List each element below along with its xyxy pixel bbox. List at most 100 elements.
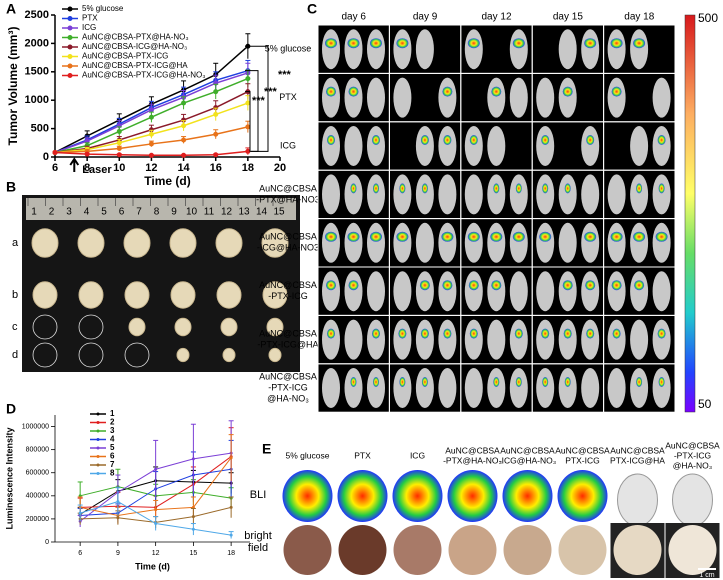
signal bbox=[396, 231, 409, 242]
mouse bbox=[536, 271, 555, 312]
mouse bbox=[581, 29, 600, 70]
x-tick-label: 15 bbox=[189, 550, 197, 557]
y-tick-label: 2500 bbox=[25, 9, 49, 21]
mouse bbox=[344, 126, 363, 166]
colorbar bbox=[684, 14, 696, 413]
mouse bbox=[487, 126, 506, 166]
ruler bbox=[26, 198, 296, 220]
label-line: 5% glucose bbox=[286, 450, 330, 460]
signal bbox=[585, 280, 596, 291]
colorbar-label: 50 bbox=[698, 397, 712, 411]
signal bbox=[469, 328, 478, 339]
signal bbox=[421, 183, 428, 194]
point bbox=[52, 149, 58, 155]
mouse bbox=[322, 29, 340, 70]
x-tick-label: 16 bbox=[210, 162, 222, 174]
signal bbox=[634, 280, 645, 291]
legend-marker bbox=[96, 429, 100, 433]
significance: *** bbox=[278, 69, 292, 81]
mouse bbox=[344, 174, 363, 215]
mouse bbox=[487, 174, 506, 215]
signal bbox=[636, 377, 643, 387]
y-tick-label: 2000 bbox=[25, 37, 49, 49]
point bbox=[148, 141, 154, 147]
signal bbox=[348, 280, 359, 291]
signal bbox=[493, 377, 500, 387]
x-tick-label: 9 bbox=[116, 550, 120, 557]
x-tick-label: 18 bbox=[242, 162, 254, 174]
signal bbox=[326, 86, 336, 97]
mouse bbox=[415, 368, 434, 408]
legend-label: 6 bbox=[110, 452, 115, 461]
signal bbox=[658, 183, 665, 194]
mouse bbox=[607, 77, 626, 118]
day-label: day 15 bbox=[553, 12, 583, 23]
mouse bbox=[652, 271, 671, 312]
point bbox=[245, 148, 251, 154]
ruler-number: 12 bbox=[221, 207, 233, 218]
signal bbox=[399, 183, 406, 194]
panel-label: D bbox=[6, 401, 16, 417]
mouse bbox=[438, 126, 457, 166]
signal bbox=[542, 377, 549, 387]
label-line: PTX-ICG bbox=[565, 455, 599, 465]
mouse bbox=[652, 319, 671, 360]
signal bbox=[421, 377, 428, 387]
signal bbox=[633, 38, 646, 49]
ruler-number: 13 bbox=[238, 207, 250, 218]
empty-circle bbox=[78, 342, 104, 368]
signal bbox=[443, 328, 452, 339]
mouse bbox=[630, 174, 649, 215]
signal bbox=[396, 38, 409, 49]
mouse bbox=[344, 29, 363, 70]
signal bbox=[347, 38, 360, 49]
signal bbox=[398, 328, 407, 339]
label-line: AuNC@CBSA bbox=[500, 445, 555, 455]
label-line: -PTX-ICG bbox=[268, 382, 308, 392]
label-line: 5% glucose bbox=[265, 44, 312, 54]
day-label: day 9 bbox=[413, 12, 438, 23]
tumor-photo bbox=[22, 195, 300, 372]
signal bbox=[584, 231, 597, 242]
colorbar-label: 500 bbox=[698, 11, 718, 25]
mouse bbox=[509, 368, 528, 408]
mouse bbox=[558, 29, 577, 70]
bright-lung bbox=[448, 525, 497, 575]
signal bbox=[467, 38, 480, 49]
label-line: field bbox=[248, 542, 268, 554]
signal bbox=[469, 135, 478, 145]
legend-marker bbox=[67, 25, 73, 31]
x-tick-label: 14 bbox=[177, 162, 190, 174]
bright-lung bbox=[668, 525, 717, 575]
point bbox=[229, 456, 233, 460]
x-tick-label: 12 bbox=[152, 550, 160, 557]
signal bbox=[657, 135, 666, 145]
signal bbox=[326, 280, 336, 291]
mouse bbox=[393, 174, 412, 215]
ruler-number: 8 bbox=[154, 207, 160, 218]
mouse bbox=[367, 29, 385, 70]
label-line: BLI bbox=[250, 489, 267, 501]
signal bbox=[612, 328, 621, 339]
legend-label: 4 bbox=[110, 435, 115, 444]
signal bbox=[491, 280, 502, 291]
mouse bbox=[393, 271, 412, 312]
label-line: @HA-NO₃ bbox=[673, 460, 712, 470]
x-tick-label: 8 bbox=[84, 162, 90, 174]
legend-marker bbox=[96, 472, 100, 475]
signal bbox=[562, 86, 573, 97]
label-line: AuNC@CBSA bbox=[555, 445, 610, 455]
point bbox=[229, 505, 233, 509]
mouse bbox=[581, 174, 600, 215]
mouse bbox=[581, 368, 600, 408]
point bbox=[154, 522, 158, 526]
legend-label: PTX bbox=[82, 14, 98, 23]
mouse bbox=[438, 368, 457, 408]
label-line: AuNC@CBSA bbox=[259, 183, 317, 193]
y-axis-label: Tumor Volume (mm³) bbox=[6, 27, 20, 146]
mouse bbox=[367, 126, 385, 166]
mouse bbox=[536, 174, 555, 215]
bli-lung bbox=[282, 470, 333, 522]
day-label: day 18 bbox=[624, 12, 654, 23]
panel-label: C bbox=[307, 1, 317, 17]
